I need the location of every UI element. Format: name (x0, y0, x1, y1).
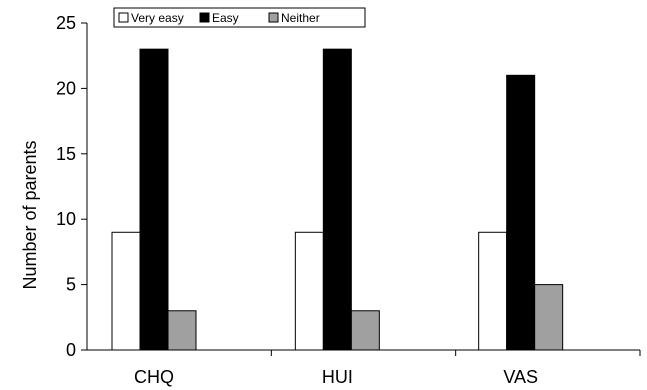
bars (111, 48, 564, 351)
x-axis: CHQ HUI VAS (87, 349, 641, 387)
bar-neither-chq (167, 310, 197, 351)
y-tick-label: 25 (56, 13, 76, 33)
legend-swatch-very-easy (118, 12, 129, 23)
y-tick-label: 10 (56, 209, 76, 229)
legend-swatch-neither (268, 12, 279, 23)
bar-easy-hui (322, 48, 352, 351)
y-tick-label: 5 (66, 275, 76, 295)
x-category-label: CHQ (134, 367, 174, 387)
x-category-label: HUI (322, 367, 353, 387)
y-tick-label: 20 (56, 78, 76, 98)
y-tick-label: 15 (56, 144, 76, 164)
bar-neither-hui (350, 310, 380, 351)
legend: Very easy Easy Neither (113, 7, 366, 28)
bar-easy-chq (139, 48, 169, 351)
bar-neither-vas (534, 284, 564, 351)
legend-label: Neither (281, 11, 320, 25)
bar-easy-vas (506, 74, 536, 351)
legend-box (113, 7, 366, 28)
y-axis: 0 5 10 15 20 25 (56, 13, 88, 360)
legend-label: Very easy (131, 11, 184, 25)
bar-very-easy-chq (111, 231, 141, 351)
bar-very-easy-hui (294, 231, 324, 351)
x-category-label: VAS (503, 367, 538, 387)
bar-very-easy-vas (478, 231, 508, 351)
legend-swatch-easy (199, 12, 210, 23)
legend-label: Easy (212, 11, 239, 25)
y-axis-title: Number of parents (20, 140, 40, 289)
y-tick-label: 0 (66, 340, 76, 360)
